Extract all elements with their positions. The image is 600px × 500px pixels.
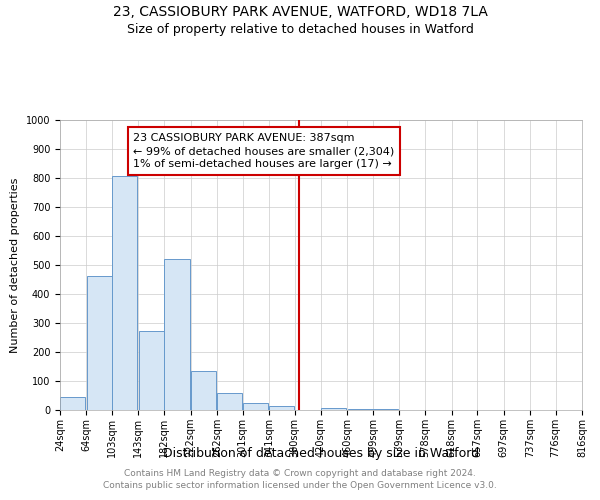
Bar (347, 409, 373, 410)
Bar (217, 393, 242, 410)
Bar (243, 404, 268, 410)
Bar (61, 396, 85, 410)
Bar (322, 408, 346, 410)
Bar (86, 276, 112, 410)
Text: Distribution of detached houses by size in Watford: Distribution of detached houses by size … (163, 448, 479, 460)
Text: Size of property relative to detached houses in Watford: Size of property relative to detached ho… (127, 22, 473, 36)
Text: 23 CASSIOBURY PARK AVENUE: 387sqm
← 99% of detached houses are smaller (2,304)
1: 23 CASSIOBURY PARK AVENUE: 387sqm ← 99% … (133, 133, 394, 170)
Bar (112, 176, 137, 410)
Bar (269, 406, 293, 410)
Text: Contains HM Land Registry data © Crown copyright and database right 2024.
Contai: Contains HM Land Registry data © Crown c… (103, 468, 497, 490)
Y-axis label: Number of detached properties: Number of detached properties (10, 178, 20, 352)
Bar (139, 332, 164, 410)
Text: 23, CASSIOBURY PARK AVENUE, WATFORD, WD18 7LA: 23, CASSIOBURY PARK AVENUE, WATFORD, WD1… (113, 5, 487, 19)
Bar (164, 260, 190, 410)
Bar (191, 371, 216, 410)
